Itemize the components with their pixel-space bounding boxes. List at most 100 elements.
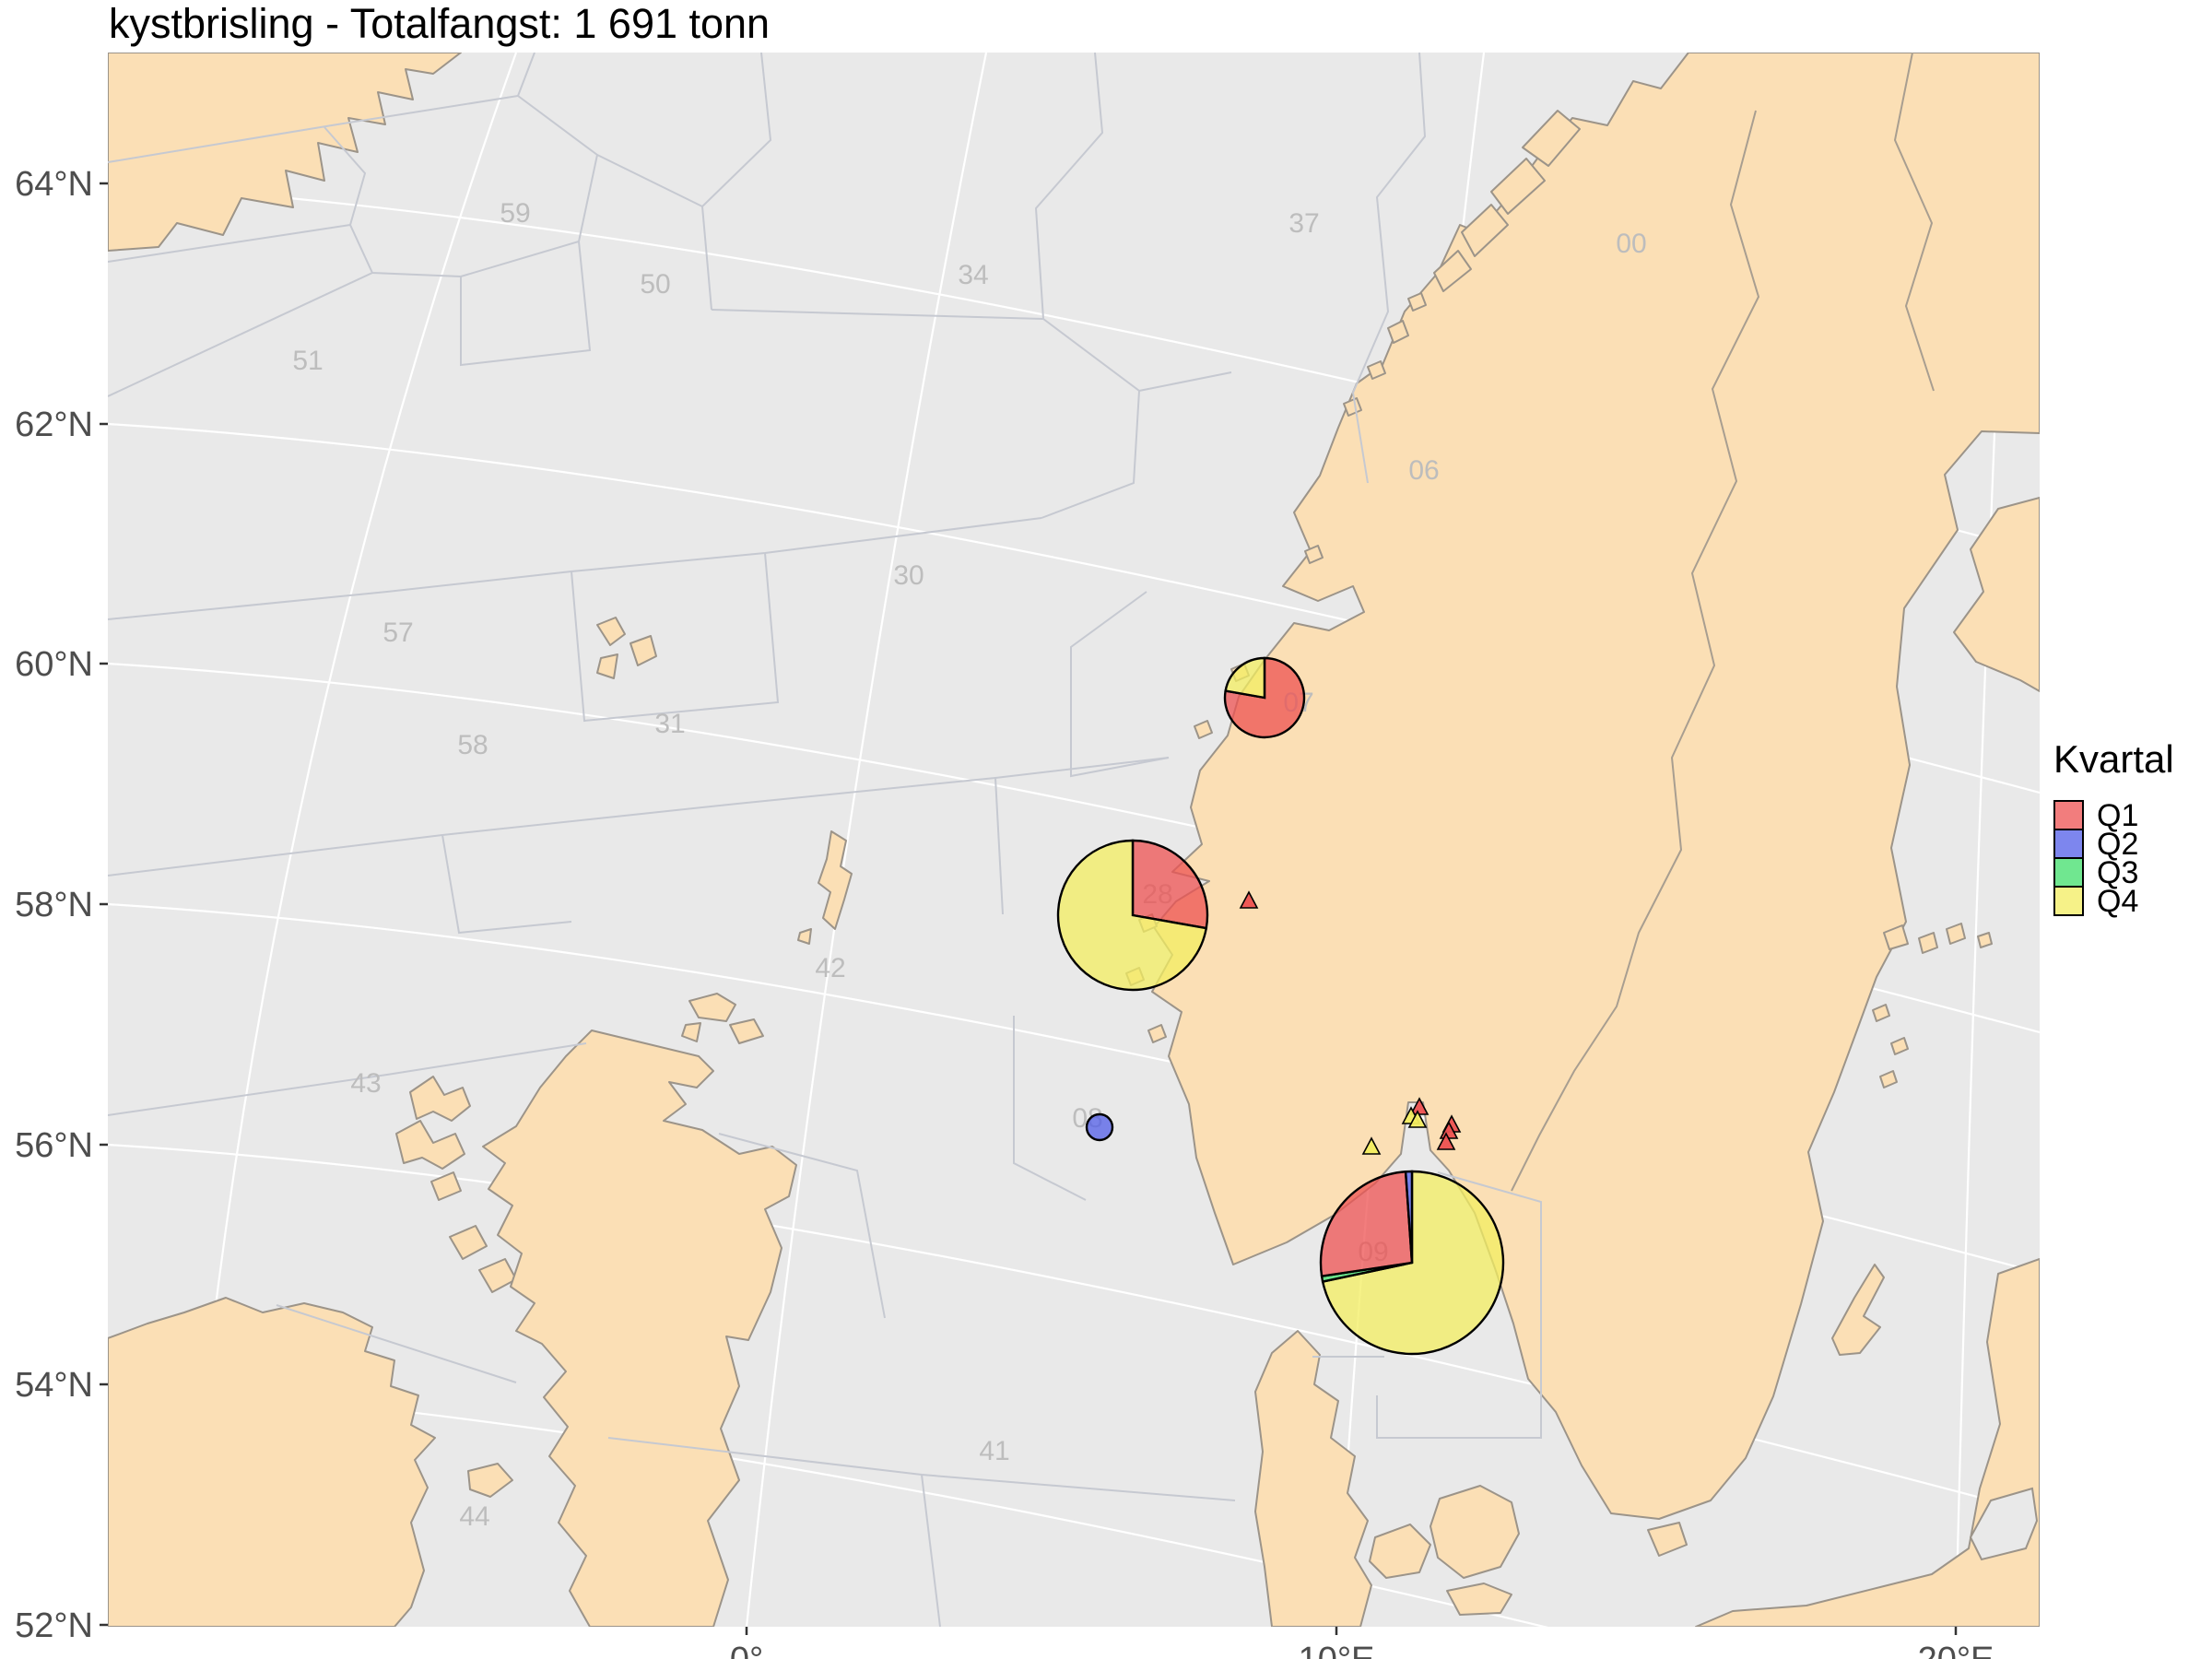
area-label-58: 58: [457, 730, 488, 760]
legend-key-Q4: [2053, 886, 2084, 916]
area-border-line: [108, 1042, 587, 1116]
legend-item-Q3: Q3: [2053, 855, 2174, 890]
area-border-line: [108, 757, 1170, 877]
area-label-00: 00: [1616, 229, 1646, 259]
y-tick-label: 64°N: [15, 165, 93, 204]
legend-key-Q1: [2053, 800, 2084, 830]
land-polygon: [797, 928, 812, 945]
national-border-line: [1893, 53, 1935, 392]
land-polygon: [430, 1171, 462, 1201]
land-polygon: [1254, 1330, 1372, 1627]
legend-item-Q2: Q2: [2053, 827, 2174, 862]
x-tick-label: 0°: [730, 1641, 763, 1659]
y-tick-label: 62°N: [15, 406, 93, 444]
pie-chart-area-09: [1319, 1170, 1505, 1356]
national-border-line: [1511, 110, 1760, 1192]
national-borders: [1511, 53, 1935, 1192]
catch-triangle-Q4: [1407, 1110, 1428, 1128]
land-polygon: [1147, 1024, 1167, 1043]
legend-label: Q4: [2097, 884, 2139, 919]
area-border-line: [349, 95, 599, 278]
area-border-line: [108, 126, 367, 263]
land-polygon: [1695, 1258, 2040, 1627]
area-label-51: 51: [292, 346, 323, 376]
pie-slice-Q1: [1319, 1170, 1414, 1277]
area-border-line: [700, 53, 772, 311]
area-border-line: [108, 53, 535, 163]
land-polygon: [1369, 1524, 1431, 1579]
land-polygon: [596, 653, 618, 679]
area-border-line: [108, 272, 373, 397]
catch-triangle-Q1: [1436, 1132, 1456, 1150]
area-border-line: [921, 1474, 941, 1627]
legend-label: Q3: [2097, 855, 2139, 890]
meridian-line: [745, 53, 988, 1627]
land-polygon: [1522, 110, 1581, 167]
area-label-44: 44: [459, 1501, 489, 1532]
pie-slice-Q2: [1085, 1112, 1114, 1142]
area-border-line: [1013, 1016, 1087, 1201]
land-polygon: [395, 1120, 465, 1170]
small-catch-triangles: [1239, 890, 1462, 1155]
x-axis: 0° 10°E 20°E: [730, 1627, 1994, 1659]
land-polygon: [1446, 1583, 1512, 1616]
land-polygon: [1407, 292, 1427, 312]
land-polygon: [467, 1463, 513, 1498]
land-polygon: [1387, 320, 1409, 344]
land-polygon: [818, 830, 853, 930]
land-polygon: [108, 53, 462, 252]
legend-key-Q2: [2053, 829, 2084, 859]
area-label-42: 42: [815, 953, 845, 983]
y-axis: 64°N 62°N 60°N 58°N 56°N 54°N 52°N: [15, 165, 108, 1645]
land-polygon: [449, 1225, 488, 1260]
land-polygon: [108, 1297, 436, 1627]
land-polygon: [1977, 932, 1993, 948]
land-polygon: [482, 1030, 797, 1627]
y-tick-label: 56°N: [15, 1126, 93, 1165]
legend-items: Q1 Q2 Q3 Q4: [2053, 798, 2174, 919]
area-border-line: [718, 1133, 886, 1319]
pie-chart-area-08: [1085, 1112, 1114, 1142]
area-border-line: [1041, 318, 1141, 519]
area-border-line: [596, 154, 703, 207]
pie-slice-Q4: [1224, 656, 1266, 700]
area-border-line: [1138, 371, 1232, 392]
area-label-06: 06: [1408, 455, 1439, 486]
y-tick-label: 58°N: [15, 886, 93, 924]
area-border-line: [276, 1304, 517, 1383]
land-polygon: [1433, 250, 1472, 292]
catch-pie-charts: [1056, 656, 1505, 1356]
land-polygon: [688, 993, 736, 1022]
sea-bay: [1969, 1487, 2039, 1561]
land-polygon: [1953, 497, 2040, 692]
parallel-line: [108, 1623, 151, 1627]
land-polygon: [596, 617, 626, 646]
area-border-line: [1034, 53, 1104, 320]
area-border-line: [1351, 53, 1427, 484]
area-label-50: 50: [640, 269, 670, 300]
land-polygon: [1831, 1264, 1885, 1356]
legend-item-Q1: Q1: [2053, 798, 2174, 833]
area-label-43: 43: [350, 1068, 381, 1099]
land-polygon: [629, 635, 657, 666]
pie-slice-Q4: [1056, 839, 1208, 992]
pie-slice-Q2: [1404, 1170, 1414, 1264]
land-polygon: [1490, 158, 1546, 215]
land-polygon: [1918, 932, 1938, 954]
area-label-30: 30: [893, 560, 924, 591]
land-polygon: [1304, 545, 1324, 564]
legend-key-Q3: [2053, 857, 2084, 888]
area-border-line: [1376, 1171, 1542, 1439]
land-polygon: [1872, 1004, 1890, 1022]
area-border-line: [994, 777, 1004, 915]
statistical-area-borders: [108, 53, 1542, 1627]
legend-title: Kvartal: [2053, 737, 2174, 781]
legend-item-Q4: Q4: [2053, 884, 2174, 919]
x-tick-label: 10°E: [1299, 1641, 1375, 1659]
legend-label: Q1: [2097, 798, 2139, 833]
area-border-line: [711, 309, 1044, 320]
land-polygon: [1367, 360, 1386, 380]
land-polygon: [1890, 1037, 1909, 1055]
